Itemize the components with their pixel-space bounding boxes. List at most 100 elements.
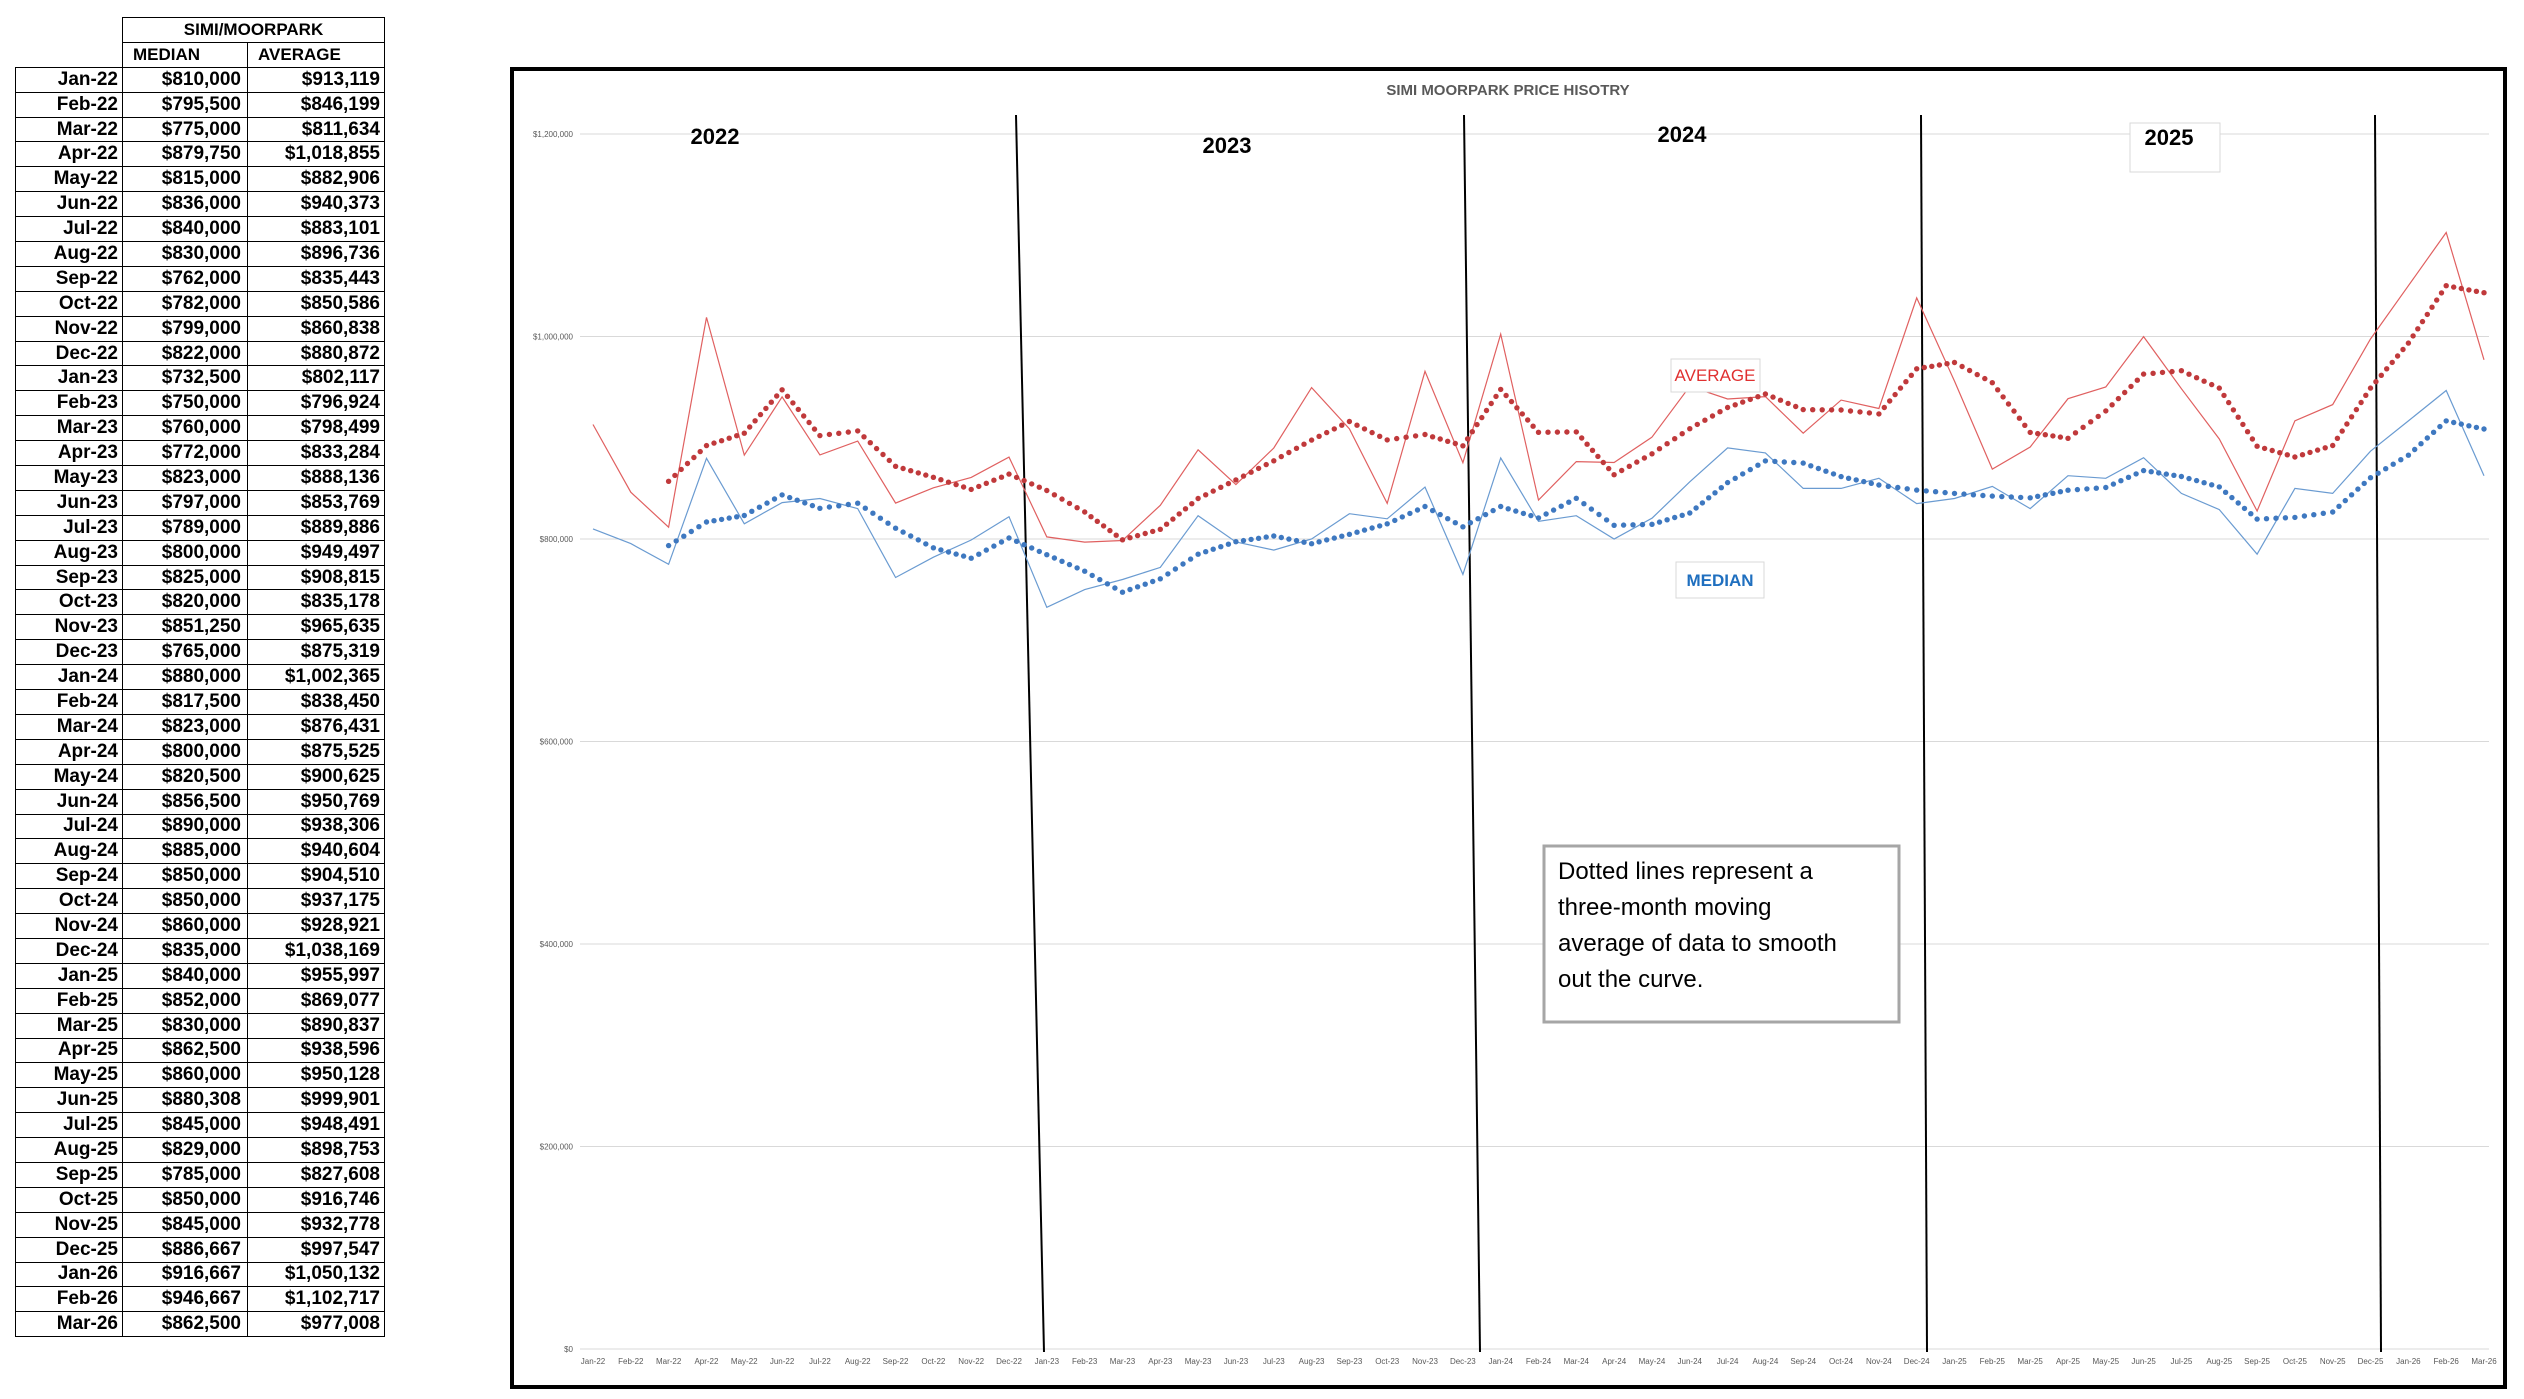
median-moving-average-dot	[1051, 555, 1058, 561]
median-cell: $879,750	[122, 141, 248, 168]
median-moving-average-dot	[1059, 558, 1065, 564]
average-moving-average-dot	[1694, 421, 1701, 428]
median-moving-average-dot	[1747, 466, 1754, 473]
average-moving-average-dot	[1429, 434, 1436, 440]
x-tick-label: May-25	[2092, 1357, 2119, 1366]
average-moving-average-dot	[1286, 449, 1292, 456]
month-cell: Jan-24	[15, 664, 123, 691]
median-moving-average-dot	[1142, 581, 1148, 587]
average-moving-average-dot	[1346, 418, 1353, 425]
median-cell: $835,000	[122, 937, 248, 964]
average-moving-average-dot	[1051, 492, 1058, 498]
table-row: Mar-25 $830,000 $890,837	[15, 1012, 385, 1039]
average-moving-average-dot	[1488, 400, 1494, 407]
median-moving-average-dot	[1240, 537, 1247, 544]
average-moving-average-dot	[1747, 396, 1754, 403]
average-moving-average-dot	[1324, 429, 1330, 436]
average-moving-average-dot	[1626, 463, 1633, 469]
average-moving-average-dot	[1150, 528, 1156, 535]
median-moving-average-dot	[749, 508, 755, 514]
median-cell: $862,500	[122, 1311, 248, 1338]
average-moving-average-dot	[1664, 441, 1670, 447]
average-moving-average-dot	[1600, 459, 1607, 466]
x-tick-label: Jan-24	[1488, 1357, 1513, 1366]
average-cell: $869,077	[247, 987, 385, 1014]
median-cell: $886,667	[122, 1236, 248, 1263]
average-moving-average-dot	[1687, 426, 1693, 432]
month-cell: Dec-23	[15, 639, 123, 666]
table-row: Nov-22 $799,000 $860,838	[15, 315, 385, 342]
median-moving-average-dot	[953, 551, 959, 557]
median-cell: $851,250	[122, 614, 248, 641]
median-moving-average-dot	[1772, 458, 1778, 465]
median-moving-average-dot	[1980, 492, 1986, 499]
median-moving-average-dot	[983, 547, 989, 553]
median-moving-average-dot	[2093, 485, 2099, 491]
median-moving-average-dot	[1293, 537, 1300, 544]
month-cell: Aug-25	[15, 1137, 123, 1163]
month-cell: Oct-22	[15, 290, 123, 317]
average-moving-average-dot	[1195, 495, 1201, 502]
average-moving-average-dot	[811, 426, 818, 432]
average-moving-average-dot	[1036, 484, 1042, 490]
x-tick-label: Jun-23	[1224, 1357, 1249, 1366]
median-moving-average-dot	[718, 516, 725, 523]
median-moving-average-dot	[1699, 500, 1706, 506]
average-moving-average-dot	[1176, 511, 1182, 517]
table-row: Oct-24 $850,000 $937,175	[15, 888, 385, 915]
x-tick-label: Aug-22	[845, 1357, 871, 1366]
average-cell: $940,604	[247, 838, 385, 865]
median-moving-average-dot	[2027, 495, 2033, 501]
average-cell: $853,769	[247, 489, 385, 516]
median-moving-average-dot	[2193, 477, 2200, 484]
median-cell: $862,500	[122, 1037, 248, 1064]
average-moving-average-dot	[790, 400, 796, 406]
median-moving-average-dot	[1781, 459, 1788, 465]
median-moving-average-dot	[1649, 521, 1655, 527]
median-cell: $823,000	[122, 713, 248, 740]
year-label: 2022	[691, 124, 740, 149]
median-moving-average-dot	[1278, 534, 1284, 541]
median-moving-average-dot	[1104, 581, 1111, 587]
average-moving-average-dot	[2193, 375, 2200, 381]
median-moving-average-dot	[1127, 586, 1133, 593]
median-column-header: MEDIAN	[122, 41, 248, 68]
average-moving-average-dot	[2109, 402, 2115, 408]
average-moving-average-dot	[945, 479, 952, 485]
average-moving-average-dot	[2322, 445, 2328, 451]
average-moving-average-dot	[1445, 438, 1451, 444]
average-moving-average-dot	[1255, 465, 1262, 472]
average-moving-average-dot	[1503, 392, 1509, 399]
x-tick-label: Aug-23	[1299, 1357, 1325, 1366]
average-moving-average-dot	[1966, 367, 1973, 374]
average-moving-average-dot	[976, 483, 982, 490]
x-tick-label: Feb-25	[1980, 1357, 2006, 1366]
average-moving-average-dot	[1717, 409, 1723, 415]
median-cell: $795,500	[122, 91, 248, 118]
median-moving-average-dot	[1006, 535, 1012, 541]
median-cell: $775,000	[122, 116, 248, 143]
median-cell: $820,500	[122, 763, 248, 790]
average-moving-average-dot	[734, 433, 740, 439]
average-moving-average-dot	[2022, 422, 2028, 428]
average-moving-average-dot	[1785, 400, 1791, 407]
x-tick-label: May-22	[731, 1357, 758, 1366]
table-row: May-23 $823,000 $888,136	[15, 465, 385, 491]
median-moving-average-dot	[2018, 494, 2024, 501]
average-cell: $948,491	[247, 1112, 385, 1139]
average-moving-average-dot	[1777, 397, 1784, 403]
median-moving-average-dot	[2186, 475, 2192, 482]
average-moving-average-dot	[2330, 442, 2336, 449]
median-moving-average-dot	[756, 504, 763, 510]
median-moving-average-dot	[1119, 589, 1126, 595]
average-moving-average-dot	[1929, 363, 1935, 369]
average-moving-average-dot	[779, 387, 785, 393]
median-moving-average-dot	[1989, 493, 1996, 499]
average-moving-average-dot	[1210, 488, 1216, 494]
average-moving-average-dot	[1059, 496, 1065, 502]
month-cell: Jun-24	[15, 788, 123, 815]
average-moving-average-dot	[1225, 480, 1232, 487]
table-body: Jan-22 $810,000 $913,119 Feb-22 $795,500 $846…	[15, 66, 385, 1338]
average-moving-average-dot	[2348, 414, 2355, 420]
average-moving-average-dot	[2209, 381, 2215, 388]
